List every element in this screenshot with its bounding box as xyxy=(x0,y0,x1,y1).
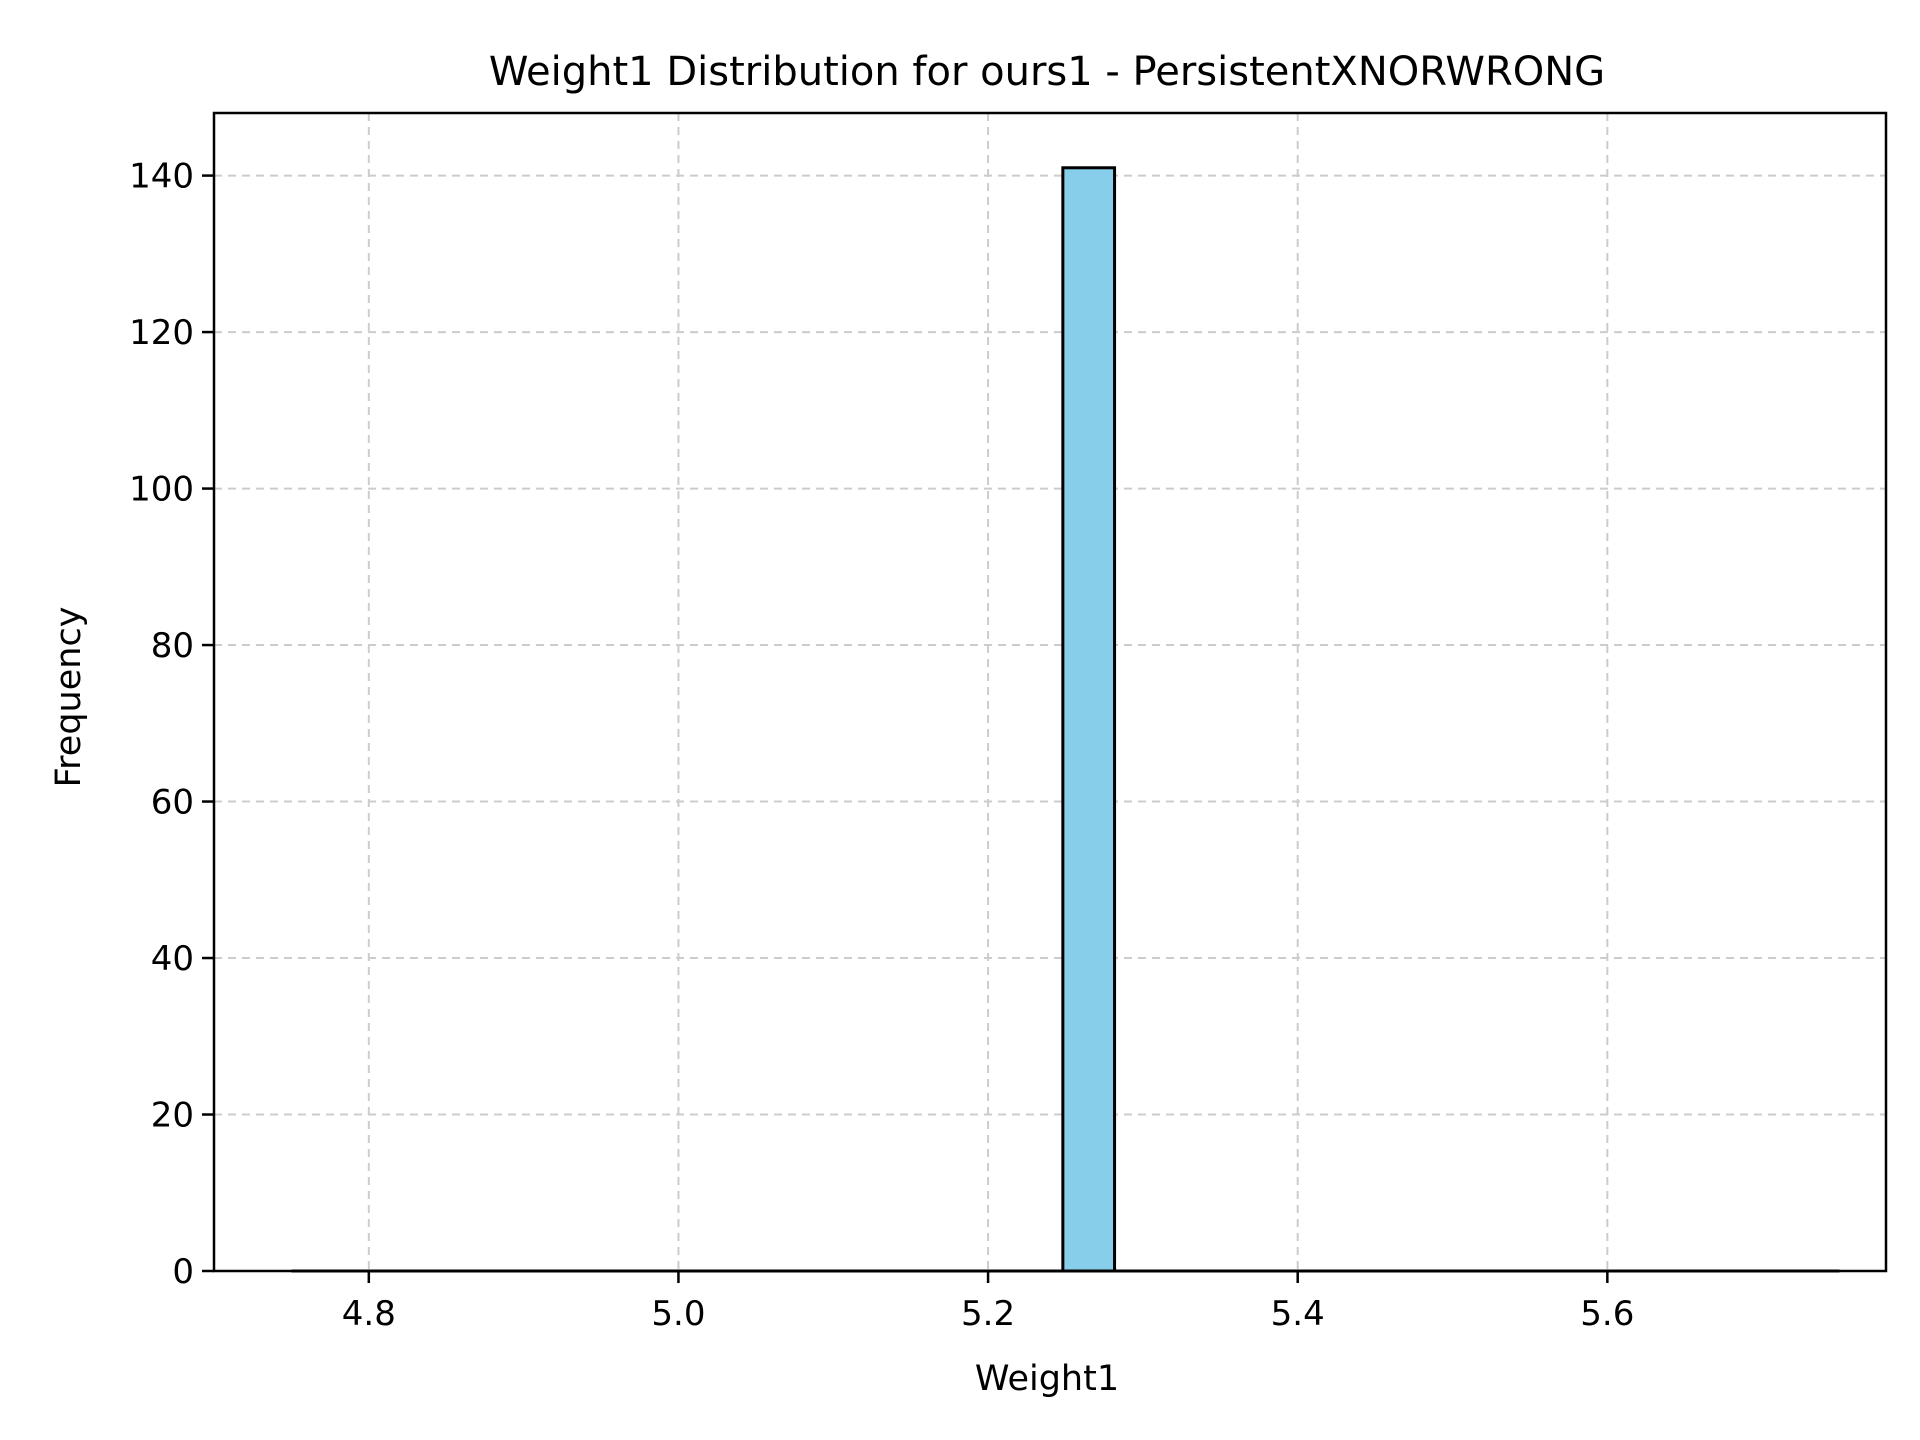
y-tick-label: 60 xyxy=(151,783,194,823)
y-tick-label: 100 xyxy=(129,470,194,510)
x-tick-label: 5.4 xyxy=(1271,1294,1325,1334)
histogram-bar xyxy=(1061,166,1117,1273)
x-tick-label: 5.2 xyxy=(961,1294,1015,1334)
x-axis-label: Weight1 xyxy=(975,1359,1119,1399)
y-tick-label: 120 xyxy=(129,313,194,353)
y-tick-label: 0 xyxy=(172,1252,194,1292)
y-tick-label: 20 xyxy=(151,1096,194,1136)
x-tick-label: 5.6 xyxy=(1580,1294,1634,1334)
x-axis-ticks: 4.8 5.0 5.2 5.4 5.6 xyxy=(342,1271,1634,1334)
y-axis-ticks: 0 20 40 60 80 100 120 140 xyxy=(129,157,214,1292)
chart-title: Weight1 Distribution for ours1 - Persist… xyxy=(489,49,1605,95)
grid-lines xyxy=(214,113,1886,1272)
x-tick-label: 5.0 xyxy=(651,1294,705,1334)
plot-frame xyxy=(212,111,1888,1273)
y-tick-label: 80 xyxy=(151,626,194,666)
y-tick-label: 140 xyxy=(129,157,194,197)
histogram-bars xyxy=(1061,166,1117,1273)
y-axis-label: Frequency xyxy=(49,607,89,788)
y-tick-label: 40 xyxy=(151,939,194,979)
x-tick-label: 4.8 xyxy=(342,1294,396,1334)
